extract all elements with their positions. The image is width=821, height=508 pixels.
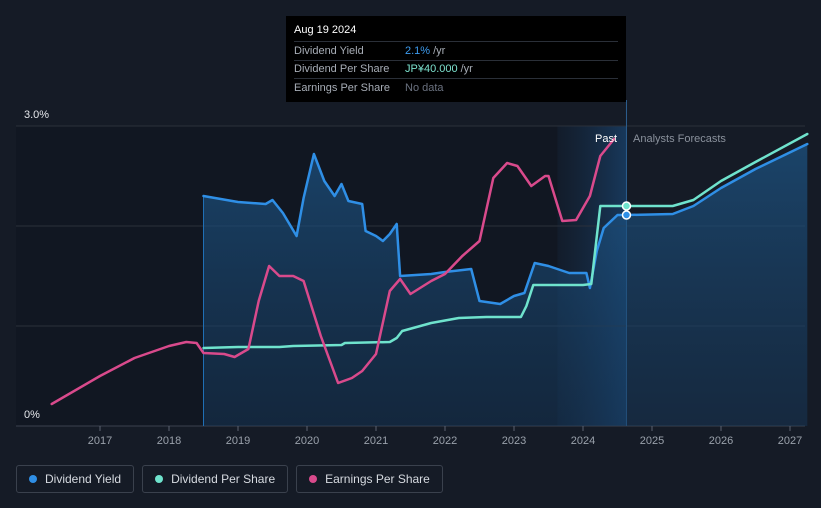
x-tick-label: 2017 bbox=[88, 435, 112, 447]
tooltip-value: JP¥40.000 bbox=[405, 63, 458, 76]
legend-label: Earnings Per Share bbox=[325, 472, 430, 486]
x-tick-label: 2027 bbox=[778, 435, 802, 447]
legend-dot-icon bbox=[29, 475, 37, 483]
forecast-label: Analysts Forecasts bbox=[633, 133, 726, 145]
tooltip-date: Aug 19 2024 bbox=[294, 24, 357, 36]
x-tick-label: 2026 bbox=[709, 435, 733, 447]
tooltip: Aug 19 2024 Dividend Yield 2.1% /yr Divi… bbox=[286, 16, 626, 102]
legend-item-earnings-per-share[interactable]: Earnings Per Share bbox=[296, 465, 443, 493]
series-line-yield bbox=[202, 142, 809, 306]
highlight-point-dps bbox=[621, 201, 632, 211]
legend-item-dividend-per-share[interactable]: Dividend Per Share bbox=[142, 465, 289, 493]
x-tick-label: 2018 bbox=[157, 435, 181, 447]
x-tick-label: 2023 bbox=[502, 435, 526, 447]
tooltip-unit: /yr bbox=[433, 44, 446, 57]
y-tick-label: 0% bbox=[24, 409, 40, 421]
past-label: Past bbox=[595, 133, 617, 145]
x-tick-label: 2024 bbox=[571, 435, 595, 447]
tooltip-row-yield: Dividend Yield 2.1% /yr bbox=[294, 41, 618, 60]
tooltip-label: Earnings Per Share bbox=[294, 81, 390, 94]
tooltip-value: No data bbox=[405, 81, 444, 94]
tooltip-label: Dividend Yield bbox=[294, 44, 364, 57]
tooltip-value: 2.1% bbox=[405, 44, 431, 57]
x-tick-label: 2022 bbox=[433, 435, 457, 447]
legend-dot-icon bbox=[155, 475, 164, 483]
x-tick-label: 2025 bbox=[640, 435, 664, 447]
x-tick-label: 2020 bbox=[295, 435, 319, 447]
tooltip-row-eps: Earnings Per Share No data bbox=[294, 78, 618, 97]
tooltip-label: Dividend Per Share bbox=[294, 63, 390, 76]
tooltip-row-dps: Dividend Per Share JP¥40.000 /yr bbox=[294, 59, 618, 79]
series-line-eps bbox=[50, 137, 616, 406]
legend-label: Dividend Yield bbox=[45, 472, 122, 486]
legend-dot-icon bbox=[309, 475, 318, 483]
legend: Dividend Yield Dividend Per Share Earnin… bbox=[16, 465, 443, 493]
series-line-dps bbox=[202, 132, 809, 350]
x-tick-label: 2021 bbox=[364, 435, 388, 447]
tooltip-unit: /yr bbox=[460, 63, 473, 76]
legend-label: Dividend Per Share bbox=[171, 472, 276, 486]
legend-item-dividend-yield[interactable]: Dividend Yield bbox=[16, 465, 135, 493]
x-tick-label: 2019 bbox=[226, 435, 250, 447]
y-tick-label: 3.0% bbox=[24, 109, 49, 121]
highlight-point-yield bbox=[621, 210, 632, 220]
